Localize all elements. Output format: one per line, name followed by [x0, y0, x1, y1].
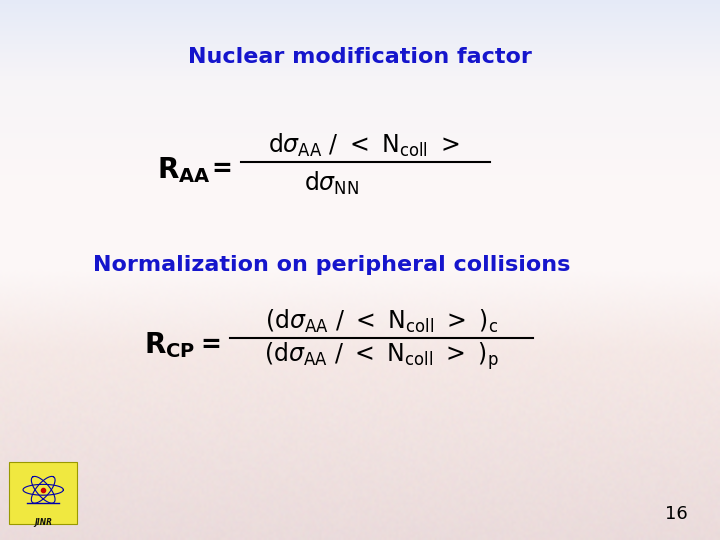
Text: $\mathbf{=}$: $\mathbf{=}$: [207, 156, 232, 179]
Text: 16: 16: [665, 505, 688, 523]
FancyBboxPatch shape: [9, 462, 77, 524]
Text: $\mathbf{=}$: $\mathbf{=}$: [197, 331, 221, 355]
Text: Nuclear modification factor: Nuclear modification factor: [188, 46, 532, 67]
Text: $(\mathrm{d}\sigma_{\mathrm{AA}}\ /\ {<}\ \mathrm{N}_{\mathrm{coll}}\ {>}\ )_{\m: $(\mathrm{d}\sigma_{\mathrm{AA}}\ /\ {<}…: [265, 308, 498, 335]
Text: JINR: JINR: [34, 518, 52, 526]
Text: $\mathrm{d}\sigma_{\mathrm{AA}}\ /\ {<}\ \mathrm{N}_{\mathrm{coll}}\ {>}$: $\mathrm{d}\sigma_{\mathrm{AA}}\ /\ {<}\…: [268, 132, 459, 159]
Text: Normalization on peripheral collisions: Normalization on peripheral collisions: [92, 254, 570, 275]
Text: $\mathbf{R}_{\mathbf{AA}}$: $\mathbf{R}_{\mathbf{AA}}$: [157, 155, 210, 185]
Text: $\mathbf{R}_{\mathbf{CP}}$: $\mathbf{R}_{\mathbf{CP}}$: [143, 330, 195, 361]
Text: $\mathrm{d}\sigma_{\mathrm{NN}}$: $\mathrm{d}\sigma_{\mathrm{NN}}$: [304, 170, 359, 197]
Text: $(\mathrm{d}\sigma_{\mathrm{AA}}\ /\ {<}\ \mathrm{N}_{\mathrm{coll}}\ {>}\ )_{\m: $(\mathrm{d}\sigma_{\mathrm{AA}}\ /\ {<}…: [264, 341, 499, 372]
